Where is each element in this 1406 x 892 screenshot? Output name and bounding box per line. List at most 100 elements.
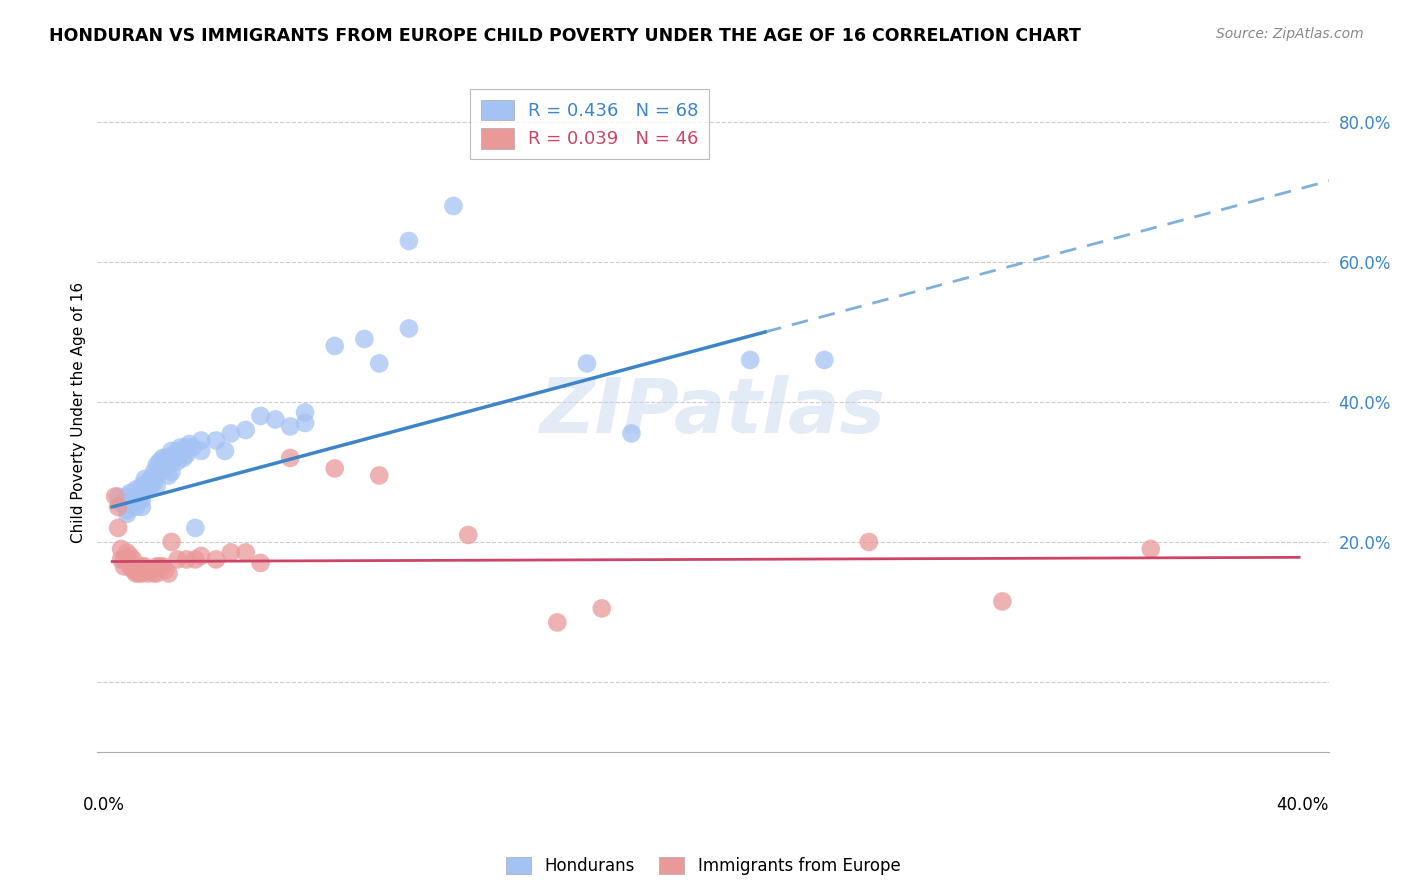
Text: HONDURAN VS IMMIGRANTS FROM EUROPE CHILD POVERTY UNDER THE AGE OF 16 CORRELATION: HONDURAN VS IMMIGRANTS FROM EUROPE CHILD…	[49, 27, 1081, 45]
Point	[166, 444, 188, 458]
Point	[294, 416, 316, 430]
Point	[176, 441, 198, 455]
Point	[152, 461, 174, 475]
Point	[131, 559, 153, 574]
Point	[160, 454, 183, 468]
Point	[145, 479, 167, 493]
Point	[128, 492, 150, 507]
Point	[125, 500, 148, 514]
Point	[169, 441, 191, 455]
Point	[184, 552, 207, 566]
Point	[115, 490, 138, 504]
Point	[107, 490, 129, 504]
Point	[278, 450, 301, 465]
Point	[115, 503, 138, 517]
Point	[145, 468, 167, 483]
Point	[122, 563, 145, 577]
Point	[139, 479, 162, 493]
Point	[152, 559, 174, 574]
Point	[278, 419, 301, 434]
Point	[214, 444, 236, 458]
Point	[163, 447, 186, 461]
Point	[157, 566, 180, 581]
Point	[115, 545, 138, 559]
Point	[145, 566, 167, 581]
Point	[145, 559, 167, 574]
Point	[235, 423, 257, 437]
Point	[294, 405, 316, 419]
Text: 0.0%: 0.0%	[83, 796, 124, 814]
Point	[249, 409, 271, 423]
Point	[235, 545, 257, 559]
Point	[136, 483, 159, 497]
Point	[155, 458, 177, 472]
Point	[591, 601, 613, 615]
Point	[122, 496, 145, 510]
Point	[190, 549, 212, 563]
Point	[131, 500, 153, 514]
Point	[112, 552, 135, 566]
Point	[104, 490, 127, 504]
Point	[107, 521, 129, 535]
Text: ZIPatlas: ZIPatlas	[540, 376, 886, 450]
Point	[157, 468, 180, 483]
Point	[155, 563, 177, 577]
Point	[149, 559, 172, 574]
Point	[136, 566, 159, 581]
Legend: Hondurans, Immigrants from Europe: Hondurans, Immigrants from Europe	[506, 856, 900, 875]
Point	[155, 450, 177, 465]
Point	[134, 472, 156, 486]
Point	[115, 507, 138, 521]
Text: Source: ZipAtlas.com: Source: ZipAtlas.com	[1216, 27, 1364, 41]
Point	[125, 483, 148, 497]
Point	[125, 563, 148, 577]
Point	[205, 552, 228, 566]
Legend: R = 0.436   N = 68, R = 0.039   N = 46: R = 0.436 N = 68, R = 0.039 N = 46	[471, 89, 710, 160]
Point	[323, 339, 346, 353]
Point	[128, 566, 150, 581]
Point	[190, 444, 212, 458]
Point	[368, 356, 391, 370]
Point	[145, 458, 167, 472]
Point	[457, 528, 479, 542]
Point	[813, 353, 835, 368]
Point	[740, 353, 762, 368]
Point	[128, 486, 150, 500]
Point	[118, 559, 141, 574]
Point	[176, 447, 198, 461]
Point	[118, 486, 141, 500]
Point	[1139, 541, 1161, 556]
Point	[991, 594, 1014, 608]
Point	[139, 563, 162, 577]
Point	[249, 556, 271, 570]
Point	[264, 412, 287, 426]
Point	[110, 541, 132, 556]
Point	[110, 552, 132, 566]
Point	[112, 559, 135, 574]
Point	[575, 356, 598, 370]
Y-axis label: Child Poverty Under the Age of 16: Child Poverty Under the Age of 16	[72, 282, 86, 543]
Point	[323, 461, 346, 475]
Point	[112, 496, 135, 510]
Point	[122, 492, 145, 507]
Point	[166, 454, 188, 468]
Point	[398, 234, 420, 248]
Point	[118, 549, 141, 563]
Point	[398, 321, 420, 335]
Text: 40.0%: 40.0%	[1277, 796, 1329, 814]
Point	[139, 472, 162, 486]
Point	[131, 479, 153, 493]
Point	[136, 475, 159, 490]
Point	[142, 566, 165, 581]
Point	[353, 332, 375, 346]
Point	[157, 458, 180, 472]
Point	[131, 566, 153, 581]
Point	[620, 426, 643, 441]
Point	[181, 441, 204, 455]
Point	[219, 545, 242, 559]
Point	[166, 552, 188, 566]
Point	[131, 492, 153, 507]
Point	[858, 535, 880, 549]
Point	[149, 454, 172, 468]
Point	[115, 552, 138, 566]
